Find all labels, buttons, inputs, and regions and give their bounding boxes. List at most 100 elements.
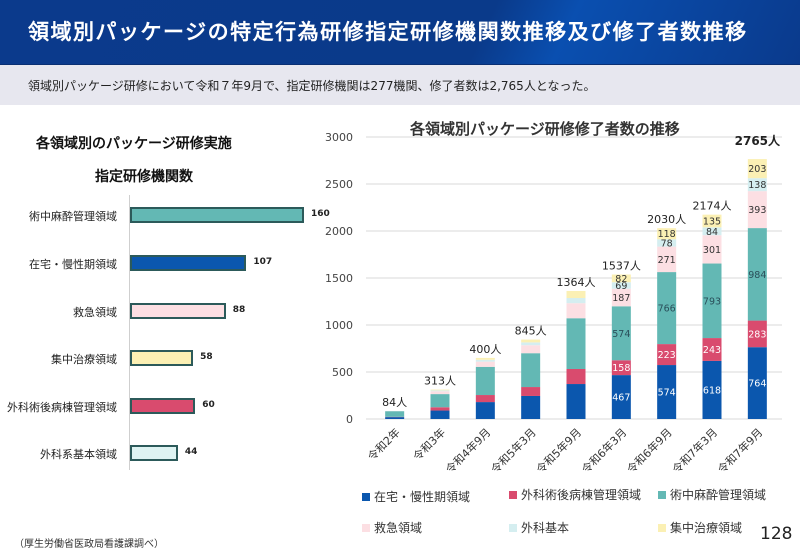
bar-value-label: 88 <box>232 305 246 315</box>
segment-value-label: 283 <box>748 329 766 340</box>
x-tick-label: 令和5年9月 <box>533 425 584 476</box>
legend-label: 救急領域 <box>374 521 423 535</box>
y-tick-label: 1500 <box>325 272 353 285</box>
segment-value-label: 223 <box>658 350 676 361</box>
bar-category-label: 外科術後病棟管理領域 <box>7 401 117 414</box>
horizontal-bar <box>130 350 194 366</box>
stacked-bar-segment <box>521 342 541 346</box>
bar-total-label: 1364人 <box>557 276 596 289</box>
stacked-bar-segment <box>475 361 495 367</box>
stacked-bar-segment <box>521 339 541 343</box>
legend-item: 術中麻酔管理領域 <box>658 486 766 503</box>
bar-value-label: 44 <box>184 447 198 457</box>
segment-value-label: 138 <box>748 180 766 191</box>
summary-band: 領域別パッケージ研修において令和７年9月で、指定研修機関は277機関、修了者数は… <box>0 65 800 105</box>
stacked-bar-segment <box>566 368 586 385</box>
stacked-bar-segment <box>611 360 631 376</box>
legend-item: 外科基本 <box>509 519 569 536</box>
legend-label: 術中麻酔管理領域 <box>670 488 767 502</box>
stacked-bar-segment <box>521 395 541 419</box>
stacked-bar-segment <box>702 214 722 228</box>
segment-value-label: 574 <box>612 329 630 340</box>
bar-category-label: 外科系基本領域 <box>40 448 117 461</box>
legend-swatch <box>658 523 666 532</box>
stacked-bar-segment <box>611 288 631 307</box>
stacked-bar-segment <box>430 389 450 391</box>
bar-value-label: 60 <box>202 400 215 410</box>
y-tick-label: 0 <box>346 413 353 426</box>
stacked-bar-segment <box>566 290 586 299</box>
y-tick-label: 3000 <box>325 131 353 144</box>
segment-value-label: 271 <box>658 255 676 266</box>
stacked-bar-segment <box>430 407 450 411</box>
segment-value-label: 118 <box>658 229 676 240</box>
horizontal-bar <box>130 207 304 223</box>
legend-label: 外科術後病棟管理領域 <box>521 488 642 502</box>
segment-value-label: 764 <box>748 379 766 390</box>
stacked-bar-segment <box>611 274 631 283</box>
horizontal-bar <box>130 445 178 461</box>
stacked-bar-segment <box>430 390 450 392</box>
bar-total-label: 2030人 <box>647 213 686 226</box>
segment-value-label: 78 <box>661 238 673 249</box>
y-tick-label: 2500 <box>325 178 353 191</box>
stacked-bar-segment <box>657 239 677 247</box>
y-tick-label: 2000 <box>325 225 353 238</box>
stacked-bar-segment <box>521 353 541 388</box>
segment-value-label: 301 <box>703 245 721 256</box>
stacked-bar-segment <box>702 263 722 339</box>
stacked-bar-segment <box>657 246 677 273</box>
stacked-bar-segment <box>521 345 541 354</box>
stacked-bar-segment <box>747 228 767 321</box>
stacked-bar-segment <box>566 298 586 304</box>
stacked-bar-segment <box>747 178 767 192</box>
stacked-bar-segment <box>475 357 495 360</box>
left-chart-title-line1: 各領域別のパッケージ研修実施 <box>36 136 232 152</box>
stacked-bar-segment <box>611 375 631 419</box>
bar-total-label: 1537人 <box>602 260 641 273</box>
legend-item: 在宅・慢性期領域 <box>362 488 470 505</box>
stacked-bar-segment <box>430 394 450 408</box>
stacked-bar-segment <box>702 227 722 236</box>
segment-value-label: 84 <box>706 227 718 238</box>
stacked-bar-segment <box>747 320 767 348</box>
stacked-bar-segment <box>430 410 450 419</box>
stacked-bar-segment <box>747 347 767 419</box>
stacked-bar-segment <box>430 391 450 395</box>
page-number: 128 <box>760 524 793 544</box>
stacked-bar-segment <box>566 318 586 369</box>
horizontal-bar <box>130 398 196 414</box>
legend-label: 集中治療領域 <box>670 521 743 535</box>
bar-total-label: 400人 <box>469 343 501 356</box>
bar-total-label: 313人 <box>424 375 456 388</box>
legend-swatch <box>658 490 666 499</box>
stacked-bar-segment <box>566 384 586 419</box>
stacked-bar-segment <box>475 402 495 419</box>
stacked-bar-segment <box>702 338 722 361</box>
left-chart-axis <box>129 195 130 470</box>
stacked-bar-segment <box>521 387 541 396</box>
x-tick-label: 令和6年9月 <box>624 425 675 476</box>
segment-value-label: 243 <box>703 345 721 356</box>
stacked-bar-segment <box>747 159 767 179</box>
horizontal-bar <box>130 255 247 271</box>
stacked-bar-segment <box>566 303 586 319</box>
bar-total-label: 845人 <box>515 325 547 338</box>
segment-value-label: 984 <box>748 270 766 281</box>
bar-value-label: 107 <box>253 257 273 267</box>
legend-item: 救急領域 <box>362 519 422 536</box>
segment-value-label: 203 <box>748 164 766 175</box>
bar-category-label: 術中麻酔管理領域 <box>29 210 117 223</box>
x-tick-label: 令和7年3月 <box>669 425 720 476</box>
source-note: （厚生労働省医政局看護課調べ） <box>14 539 164 550</box>
summary-text: 領域別パッケージ研修において令和７年9月で、指定研修機関は277機関、修了者数は… <box>28 79 596 93</box>
segment-value-label: 393 <box>748 205 766 216</box>
bar-category-label: 集中治療領域 <box>51 353 117 366</box>
stacked-bar-segment <box>702 360 722 419</box>
stacked-bar-segment <box>611 306 631 361</box>
segment-value-label: 69 <box>615 281 627 292</box>
slide-title: 領域別パッケージの特定行為研修指定研修機関数推移及び修了者数推移 <box>28 20 748 44</box>
x-tick-label: 令和5年3月 <box>488 425 539 476</box>
x-tick-label: 令和4年9月 <box>443 425 494 476</box>
